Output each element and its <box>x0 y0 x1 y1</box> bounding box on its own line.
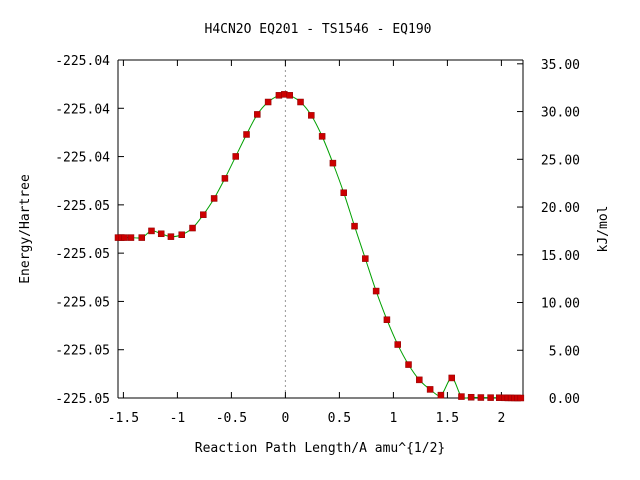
data-point <box>138 234 146 241</box>
data-point <box>275 92 283 99</box>
data-point <box>167 233 175 240</box>
y-right-tick-label: 25.00 <box>541 153 580 168</box>
data-point <box>351 222 358 230</box>
x-tick-label: 1 <box>389 411 397 426</box>
y-right-tick-label: 20.00 <box>541 201 580 216</box>
y-left-tick-label: -225.05 <box>55 344 110 359</box>
data-point <box>178 231 185 238</box>
data-point <box>189 224 196 232</box>
data-point <box>467 393 475 401</box>
chart-title: H4CN2O EQ201 - TS1546 - EQ190 <box>205 22 432 37</box>
data-point <box>297 98 304 106</box>
energy-curve <box>118 93 521 399</box>
x-axis-label: Reaction Path Length/A amu^{1/2} <box>195 441 445 456</box>
data-point <box>127 234 135 241</box>
data-point <box>340 189 347 196</box>
y-left-tick-label: -225.04 <box>55 102 110 117</box>
y-left-tick-label: -225.04 <box>55 54 110 69</box>
data-point <box>308 112 315 119</box>
y-right-tick-label: 0.00 <box>549 392 580 407</box>
x-tick-label: 2 <box>497 411 505 426</box>
data-point <box>458 393 465 400</box>
x-tick-label: 0 <box>281 411 289 426</box>
data-point <box>426 386 434 393</box>
data-point <box>200 211 207 218</box>
data-point <box>286 92 293 99</box>
data-point <box>383 316 391 323</box>
data-point <box>448 374 455 382</box>
x-tick-label: -1.5 <box>108 411 139 426</box>
x-tick-label: 1.5 <box>436 411 459 426</box>
y-right-tick-label: 10.00 <box>541 297 580 312</box>
data-point <box>281 91 288 98</box>
y-left-tick-label: -225.05 <box>55 199 110 214</box>
x-tick-label: -0.5 <box>216 411 247 426</box>
y-right-axis-label: kJ/mol <box>596 206 611 253</box>
y-left-tick-label: -225.05 <box>55 392 110 407</box>
y-left-tick-label: -225.05 <box>55 295 110 310</box>
data-point <box>437 391 445 399</box>
y-right-tick-label: 30.00 <box>541 106 580 121</box>
data-point <box>264 98 272 106</box>
y-left-tick-label: -225.04 <box>55 151 110 166</box>
data-point <box>405 361 412 368</box>
y-right-axis-ticks: 0.00 5.00 10.00 15.00 20.00 25.00 30.00 35.00 <box>517 58 580 407</box>
data-point <box>210 195 218 202</box>
y-right-tick-label: 15.00 <box>541 249 580 264</box>
y-left-axis-label: Energy/Hartree <box>18 174 33 284</box>
data-point <box>329 159 337 167</box>
data-point <box>318 133 326 140</box>
data-point <box>517 394 525 402</box>
data-point <box>495 394 503 401</box>
x-tick-label: 0.5 <box>328 411 351 426</box>
x-axis-ticks: -1.5 -1 -0.5 0 0.5 1 1.5 2 <box>108 60 505 426</box>
data-point <box>416 376 423 384</box>
y-left-tick-label: -225.05 <box>55 247 110 262</box>
data-point <box>221 175 229 182</box>
data-point <box>362 255 369 262</box>
data-point <box>477 394 485 401</box>
data-point <box>157 230 165 238</box>
x-tick-label: -1 <box>170 411 186 426</box>
y-right-tick-label: 35.00 <box>541 58 580 73</box>
data-point <box>232 153 239 160</box>
data-points <box>114 91 525 402</box>
data-point <box>243 131 250 138</box>
y-right-tick-label: 5.00 <box>549 344 580 359</box>
data-point <box>148 227 155 235</box>
data-point <box>372 287 380 295</box>
data-point <box>121 234 128 241</box>
data-point <box>394 341 401 348</box>
data-point <box>487 394 494 401</box>
data-point <box>254 111 261 118</box>
y-left-axis-ticks: -225.05 -225.05 -225.05 -225.05 -225.05 -225.… <box>55 54 124 407</box>
